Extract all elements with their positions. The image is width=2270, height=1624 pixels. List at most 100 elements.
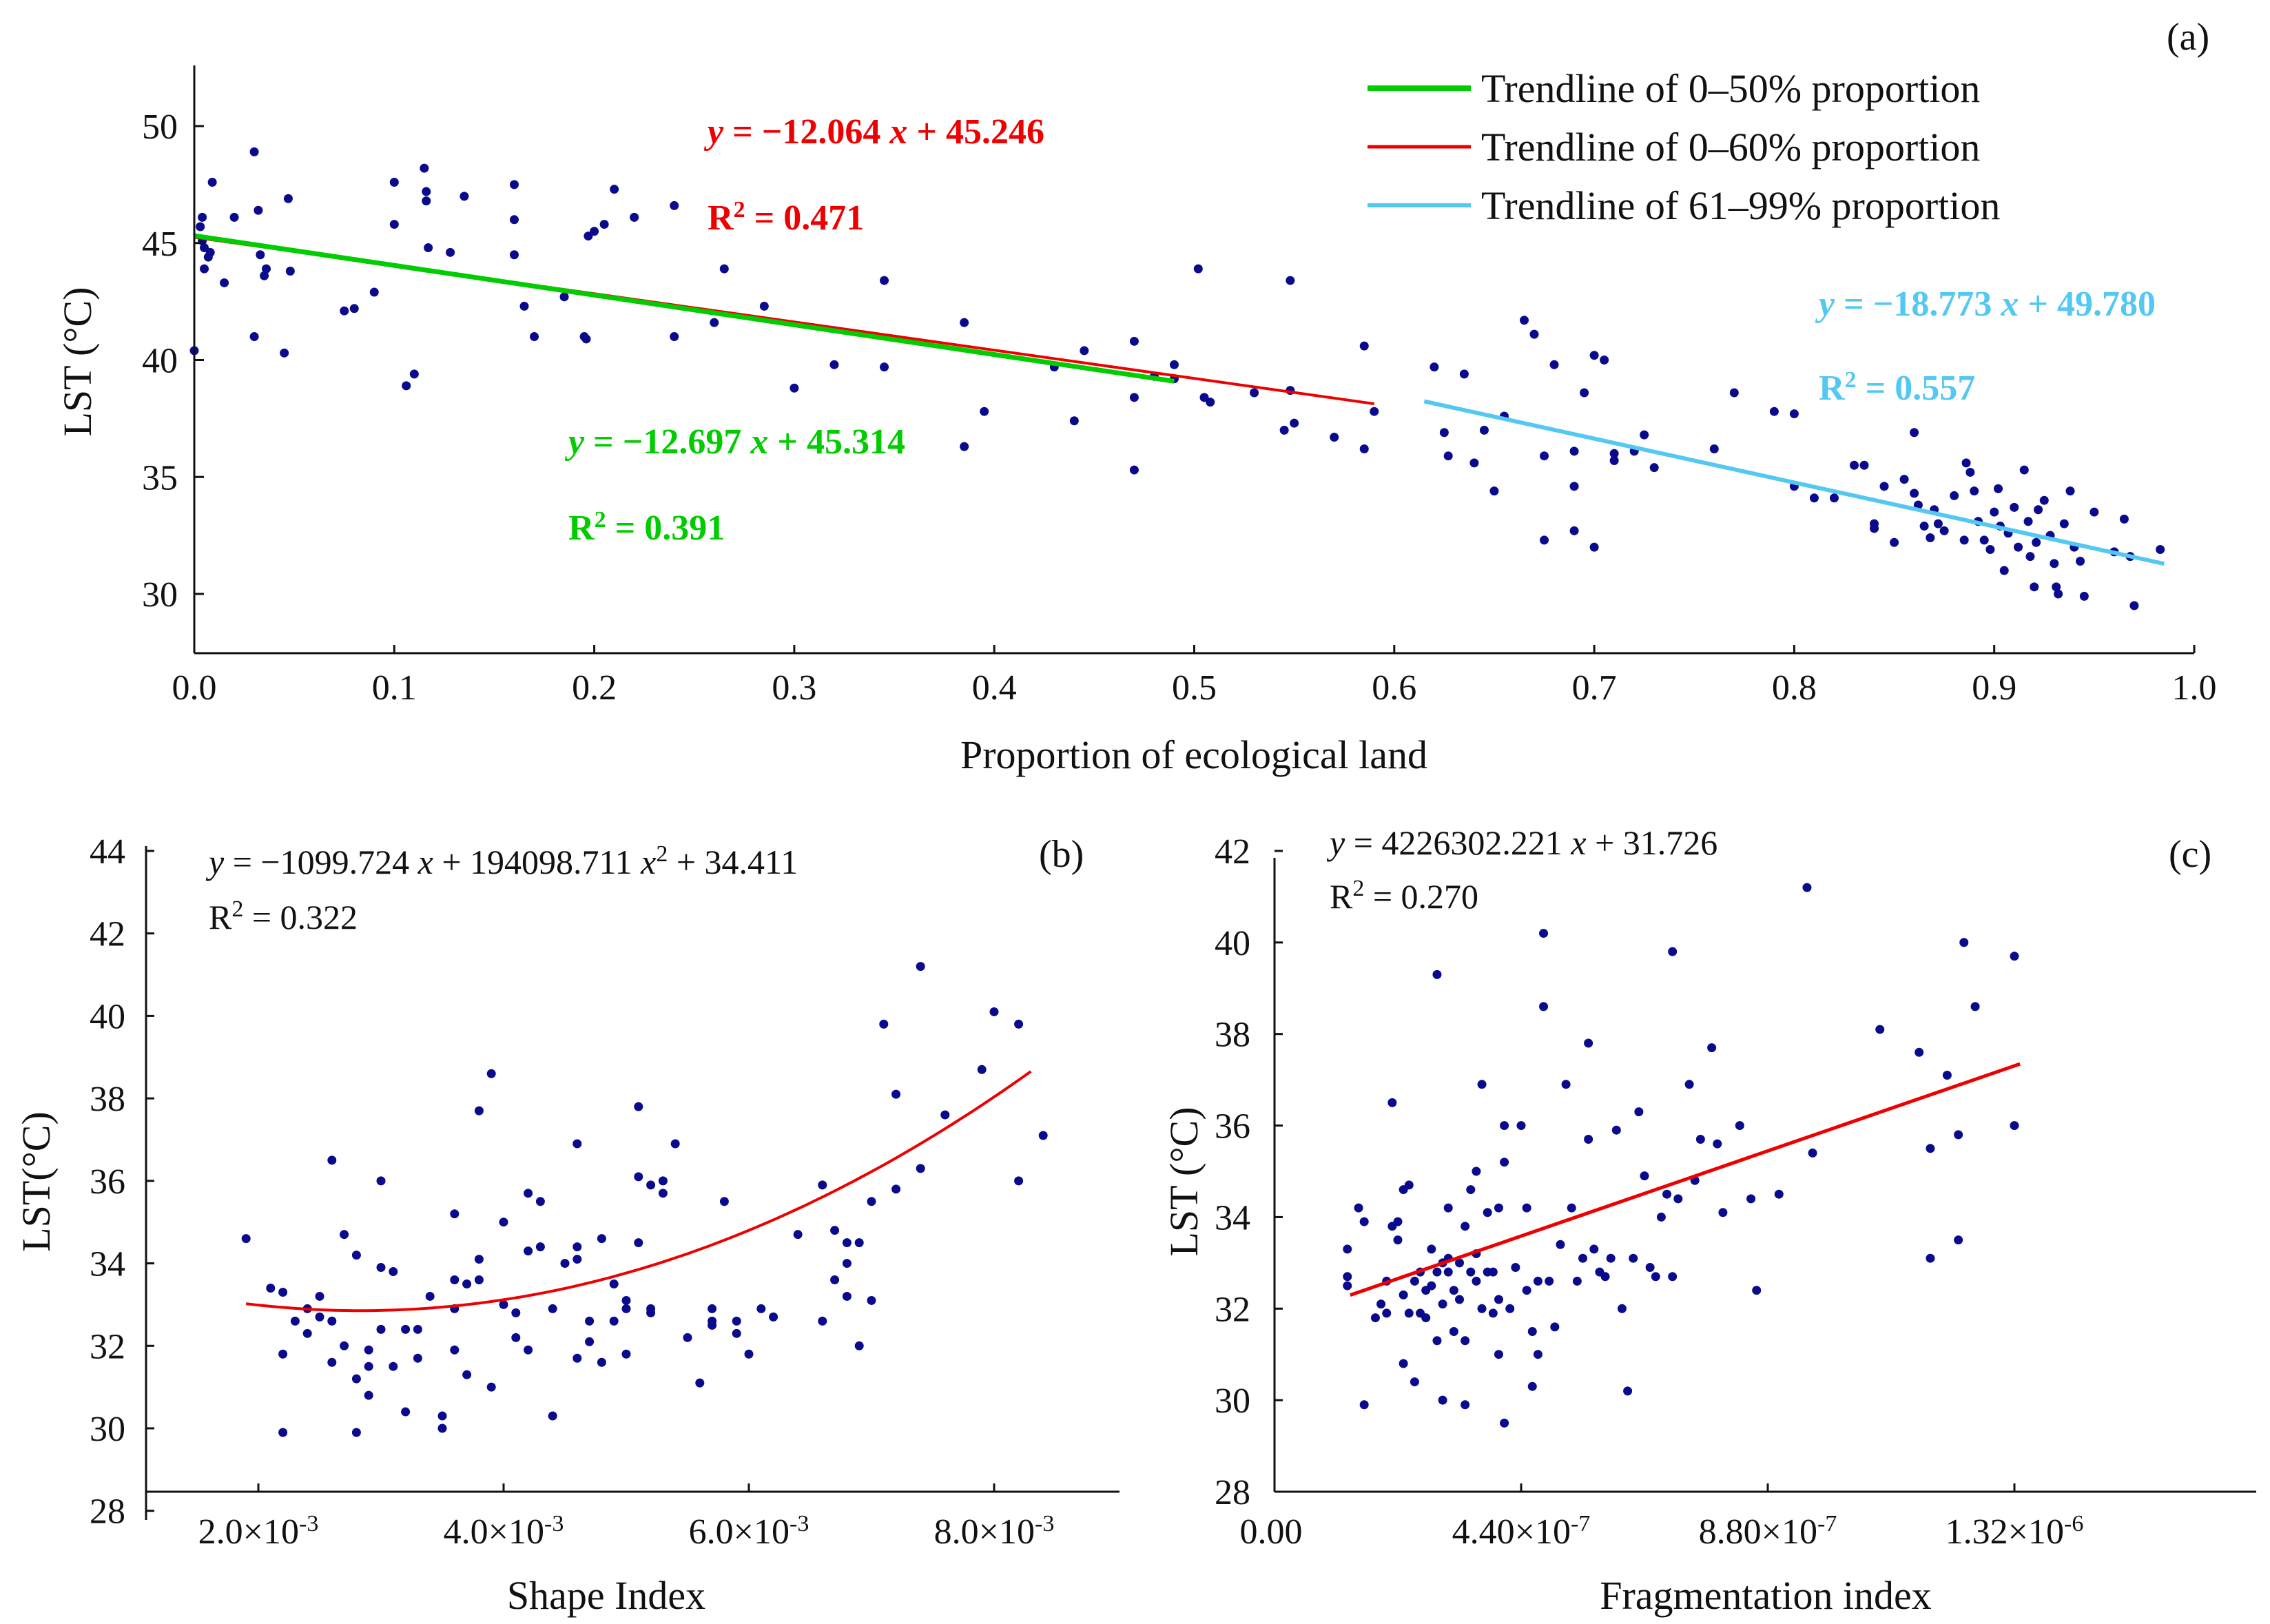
data-point <box>1718 1208 1728 1217</box>
data-point <box>1432 1267 1442 1277</box>
data-point <box>1752 1286 1762 1295</box>
data-point <box>425 1291 435 1301</box>
y-tick-label: 34 <box>90 1245 125 1284</box>
x-tick-label: 0.3 <box>772 668 816 708</box>
data-point <box>658 1176 668 1186</box>
panel-a-blue-r2: R2 = 0.557 <box>1819 367 1975 409</box>
data-point <box>1438 1395 1447 1405</box>
data-point <box>2032 537 2041 547</box>
data-point <box>1129 465 1139 475</box>
data-point <box>1199 393 1209 402</box>
data-point <box>1611 1125 1621 1135</box>
trendline-0–50% <box>194 233 1175 384</box>
x-tick-label: 0.2 <box>572 668 617 708</box>
panel-a-y-axis-title: LST (°C) <box>55 287 100 436</box>
data-point <box>1926 1253 1935 1263</box>
panel-b-x-axis-title: Shape Index <box>507 1573 705 1618</box>
data-point <box>1443 1203 1453 1213</box>
data-point <box>2010 502 2019 512</box>
data-point <box>278 1428 288 1437</box>
data-point <box>1609 449 1619 458</box>
data-point <box>960 318 969 327</box>
data-point <box>1578 1253 1587 1263</box>
data-point <box>1606 1253 1616 1263</box>
data-point <box>1569 526 1579 535</box>
data-point <box>1789 409 1799 419</box>
y-tick-label: 40 <box>90 997 125 1036</box>
data-point <box>1950 491 1959 500</box>
data-point <box>1522 1286 1531 1295</box>
y-tick-label: 30 <box>142 575 178 615</box>
x-tick-label: 8.0×10-3 <box>934 1511 1055 1552</box>
data-point <box>254 205 263 215</box>
data-point <box>621 1304 631 1313</box>
data-point <box>1829 493 1839 503</box>
data-point <box>1343 1281 1352 1291</box>
data-point <box>1290 418 1299 428</box>
data-point <box>1875 1025 1885 1034</box>
data-point <box>1354 1203 1363 1213</box>
data-point <box>2010 1121 2019 1131</box>
data-point <box>842 1238 852 1248</box>
data-point <box>1479 425 1489 435</box>
data-point <box>524 1189 533 1198</box>
data-point <box>940 1110 950 1120</box>
data-point <box>1567 1203 1576 1213</box>
data-point <box>413 1324 422 1334</box>
data-point <box>462 1279 472 1288</box>
data-point <box>1439 428 1449 438</box>
panel-a-trendlines <box>194 233 2165 566</box>
data-point <box>793 1230 803 1240</box>
data-point <box>249 332 259 342</box>
data-point <box>1910 428 1919 438</box>
data-point <box>719 1197 729 1206</box>
data-point <box>422 196 431 206</box>
data-point <box>1617 1304 1627 1313</box>
panel-a-x-axis-title: Proportion of ecological land <box>960 732 1427 777</box>
data-point <box>818 1316 827 1326</box>
data-point <box>1539 929 1549 938</box>
data-point <box>1494 1350 1503 1359</box>
x-tick-label: 0.4 <box>972 668 1017 708</box>
data-point <box>609 1279 619 1288</box>
panel-c-y-ticks: 28 30 32 34 36 38 40 42 <box>1215 832 1283 1512</box>
data-point <box>1774 1189 1784 1199</box>
data-point <box>278 1349 288 1359</box>
data-point <box>437 1423 447 1433</box>
data-point <box>1589 1244 1599 1254</box>
data-point <box>1809 493 1819 503</box>
legend-label-61-99: Trendline of 61–99% proportion <box>1481 183 2000 228</box>
data-point <box>1540 535 1549 545</box>
data-point <box>842 1291 852 1301</box>
data-point <box>989 1007 999 1016</box>
data-point <box>1939 526 1949 535</box>
data-point <box>1469 458 1479 468</box>
data-point <box>524 1345 533 1355</box>
data-point <box>2156 544 2165 554</box>
x-tick-label: 4.40×10-7 <box>1452 1511 1591 1552</box>
data-point <box>1668 1272 1678 1282</box>
data-point <box>1169 360 1179 369</box>
data-point <box>1399 1359 1408 1368</box>
data-point <box>960 442 969 451</box>
data-point <box>658 1189 668 1198</box>
data-point <box>1915 1047 1924 1057</box>
data-point <box>670 332 679 342</box>
data-point <box>422 187 431 196</box>
data-point <box>560 1259 570 1268</box>
data-point <box>1279 425 1289 435</box>
data-point <box>1455 1258 1464 1268</box>
y-tick-label: 36 <box>90 1162 125 1202</box>
data-point <box>1985 544 1995 554</box>
data-point <box>1527 1381 1537 1391</box>
data-point <box>1933 519 1943 528</box>
data-point <box>1080 346 1089 356</box>
data-point <box>1461 1400 1470 1410</box>
data-point <box>744 1349 754 1359</box>
data-point <box>1919 522 1929 531</box>
data-point <box>511 1308 521 1317</box>
data-point <box>732 1316 741 1326</box>
data-point <box>1769 407 1779 416</box>
data-point <box>1404 1308 1414 1318</box>
data-point <box>249 147 259 156</box>
